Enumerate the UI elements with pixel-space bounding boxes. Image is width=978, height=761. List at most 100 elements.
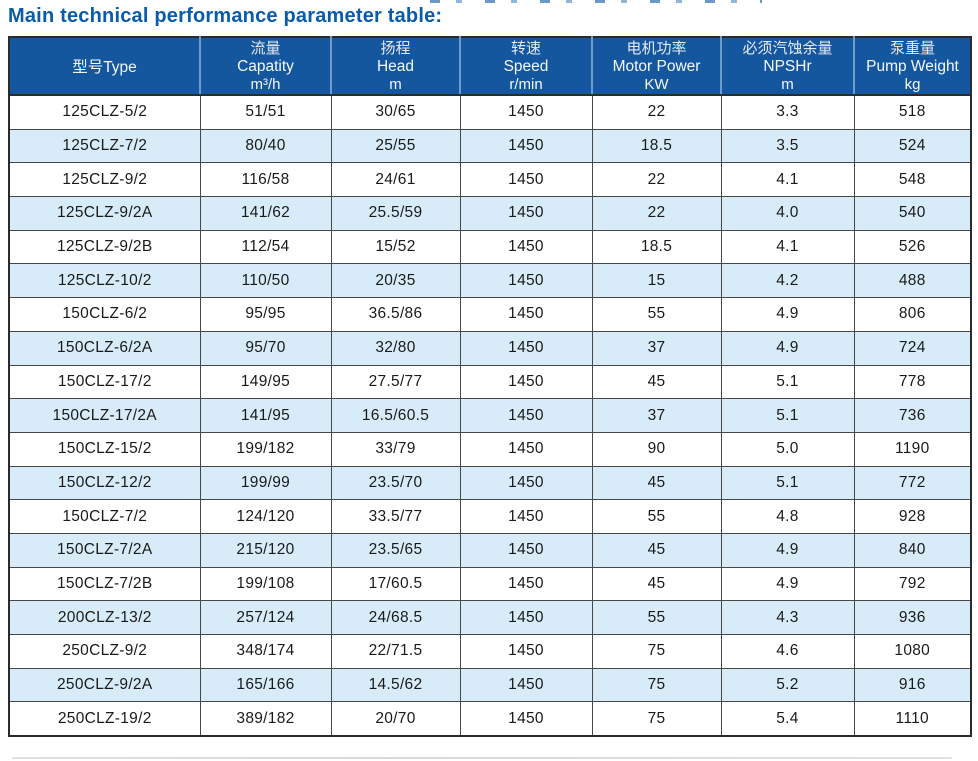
header-zh-label: 扬程	[380, 39, 411, 57]
cell-head: 24/68.5	[330, 600, 461, 635]
cell-pump-weight: 724	[853, 330, 972, 366]
table-row: 125CLZ-10/2 110/50 20/35 1450 15 4.2 488	[8, 263, 972, 299]
cell-npshr: 4.6	[720, 634, 855, 669]
header-en-label: Speed	[503, 57, 549, 75]
cell-npshr: 4.9	[720, 532, 855, 568]
column-header-speed: 转速 Speed r/min	[460, 37, 593, 96]
cell-type: 150CLZ-17/2A	[8, 398, 201, 433]
cell-head: 33.5/77	[330, 499, 461, 534]
column-header-motor-power: 电机功率 Motor Power KW	[592, 37, 722, 96]
cell-pump-weight: 526	[853, 229, 972, 265]
header-zh-label: 电机功率	[626, 39, 687, 57]
cell-speed: 1450	[459, 431, 593, 467]
cell-head: 30/65	[330, 94, 461, 130]
cell-pump-weight: 488	[853, 263, 972, 299]
cell-motor-power: 75	[591, 634, 722, 669]
cell-head: 32/80	[330, 330, 461, 366]
cell-speed: 1450	[459, 364, 593, 400]
cell-speed: 1450	[459, 532, 593, 568]
table-shadow-line	[12, 757, 952, 759]
cell-speed: 1450	[459, 398, 593, 433]
column-header-type: 型号Type	[9, 37, 201, 96]
cell-speed: 1450	[459, 128, 593, 164]
cell-speed: 1450	[459, 701, 593, 737]
header-unit-label: m³/h	[250, 75, 281, 93]
cell-head: 23.5/70	[330, 465, 461, 501]
table-row: 150CLZ-7/2A 215/120 23.5/65 1450 45 4.9 840	[8, 532, 972, 568]
cell-speed: 1450	[459, 297, 593, 332]
cell-capacity: 80/40	[199, 128, 332, 164]
cell-head: 20/70	[330, 701, 461, 737]
cell-speed: 1450	[459, 263, 593, 299]
cell-capacity: 95/70	[199, 330, 332, 366]
cell-motor-power: 45	[591, 465, 722, 501]
cell-speed: 1450	[459, 465, 593, 501]
cell-capacity: 141/62	[199, 196, 332, 231]
header-en-label: Pump Weight	[866, 57, 959, 75]
cell-pump-weight: 840	[853, 532, 972, 568]
table-row: 125CLZ-9/2B 112/54 15/52 1450 18.5 4.1 526	[8, 229, 972, 265]
table-header-row: 型号Type 流量 Capatity m³/h 扬程 Head m 转速 Speed r/min 电…	[9, 37, 971, 96]
table-row: 150CLZ-6/2 95/95 36.5/86 1450 55 4.9 806	[8, 297, 972, 332]
cell-type: 250CLZ-19/2	[8, 701, 201, 737]
cell-npshr: 4.9	[720, 566, 855, 602]
column-header-capacity: 流量 Capatity m³/h	[200, 37, 332, 96]
cell-capacity: 149/95	[199, 364, 332, 400]
column-header-npshr: 必须汽蚀余量 NPSHr m	[721, 37, 855, 96]
cell-type: 125CLZ-9/2A	[8, 196, 201, 231]
header-zh-label: 转速	[510, 39, 541, 57]
cell-motor-power: 22	[591, 94, 722, 130]
header-zh-label: 泵重量	[889, 39, 935, 57]
cell-type: 125CLZ-7/2	[8, 128, 201, 164]
table-row: 200CLZ-13/2 257/124 24/68.5 1450 55 4.3 936	[8, 600, 972, 635]
cell-pump-weight: 1080	[853, 634, 972, 669]
cell-head: 22/71.5	[330, 634, 461, 669]
table-header: 型号Type 流量 Capatity m³/h 扬程 Head m 转速 Speed r/min 电…	[9, 37, 971, 96]
cell-capacity: 116/58	[199, 162, 332, 198]
cell-type: 125CLZ-5/2	[8, 94, 201, 130]
cell-speed: 1450	[459, 600, 593, 635]
header-unit-label: m	[781, 75, 794, 93]
cell-npshr: 5.0	[720, 431, 855, 467]
cell-npshr: 4.9	[720, 297, 855, 332]
cell-npshr: 4.1	[720, 162, 855, 198]
cell-head: 16.5/60.5	[330, 398, 461, 433]
header-unit-label: KW	[644, 75, 669, 93]
table-row: 150CLZ-12/2 199/99 23.5/70 1450 45 5.1 772	[8, 465, 972, 501]
cell-pump-weight: 736	[853, 398, 972, 433]
cell-capacity: 215/120	[199, 532, 332, 568]
cell-speed: 1450	[459, 229, 593, 265]
cell-npshr: 3.5	[720, 128, 855, 164]
cell-npshr: 3.3	[720, 94, 855, 130]
header-unit-label: r/min	[509, 75, 543, 93]
cell-motor-power: 90	[591, 431, 722, 467]
cell-capacity: 112/54	[199, 229, 332, 265]
header-zh-label: 流量	[250, 39, 281, 57]
cell-motor-power: 75	[591, 701, 722, 737]
cell-head: 24/61	[330, 162, 461, 198]
header-unit-label: m	[389, 75, 402, 93]
cell-motor-power: 55	[591, 297, 722, 332]
cell-pump-weight: 524	[853, 128, 972, 164]
table-row: 150CLZ-15/2 199/182 33/79 1450 90 5.0 1190	[8, 431, 972, 467]
cell-type: 150CLZ-6/2	[8, 297, 201, 332]
header-zh-label: 必须汽蚀余量	[742, 39, 833, 57]
cell-npshr: 4.0	[720, 196, 855, 231]
cell-type: 250CLZ-9/2A	[8, 667, 201, 703]
cell-speed: 1450	[459, 499, 593, 534]
cell-capacity: 165/166	[199, 667, 332, 703]
cell-motor-power: 75	[591, 667, 722, 703]
cell-capacity: 257/124	[199, 600, 332, 635]
cell-motor-power: 18.5	[591, 229, 722, 265]
cell-capacity: 124/120	[199, 499, 332, 534]
cell-capacity: 348/174	[199, 634, 332, 669]
cell-motor-power: 45	[591, 532, 722, 568]
cell-type: 150CLZ-7/2B	[8, 566, 201, 602]
performance-parameter-table: 型号Type 流量 Capatity m³/h 扬程 Head m 转速 Speed r/min 电…	[8, 36, 972, 738]
table-row: 125CLZ-7/2 80/40 25/55 1450 18.5 3.5 524	[8, 128, 972, 164]
cell-type: 150CLZ-15/2	[8, 431, 201, 467]
cell-capacity: 51/51	[199, 94, 332, 130]
cell-pump-weight: 806	[853, 297, 972, 332]
cell-npshr: 4.2	[720, 263, 855, 299]
table-row: 125CLZ-5/2 51/51 30/65 1450 22 3.3 518	[8, 94, 972, 130]
